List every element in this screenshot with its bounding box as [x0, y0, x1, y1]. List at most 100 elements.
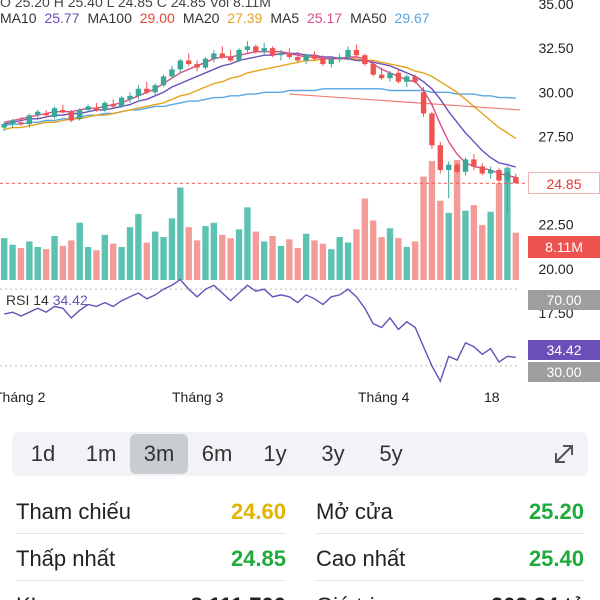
candle-body — [186, 60, 192, 65]
volume-bar — [193, 240, 201, 280]
reference-price-value: 24.60 — [230, 499, 286, 524]
timeframe-tabs: 1d 1m 3m 6m 1y 3y 5y — [12, 432, 588, 476]
candle-body — [9, 120, 16, 125]
ma-label: MA10 — [0, 10, 41, 26]
candle-body — [135, 88, 142, 96]
volume-bar — [294, 248, 301, 280]
volume-bar — [126, 227, 134, 280]
volume-bar — [386, 228, 394, 280]
candle-body — [68, 111, 74, 121]
candle-body — [26, 115, 33, 125]
volume-bar — [445, 212, 452, 280]
rsi-70-tag: 70.00 — [528, 290, 600, 310]
candle-body — [118, 97, 125, 107]
price-tick-label: 27.50 — [538, 128, 573, 144]
candle-body — [219, 53, 225, 57]
candle-body — [110, 104, 116, 107]
x-label-18: 18 — [484, 389, 500, 405]
rsi-current-tag: 34.42 — [528, 340, 600, 360]
tab-3y[interactable]: 3y — [321, 441, 345, 466]
candle-body — [487, 169, 494, 174]
candle-body — [211, 53, 217, 59]
candle-body — [35, 111, 41, 116]
candle-body — [303, 55, 309, 61]
candle-body — [311, 55, 318, 59]
tab-3m[interactable]: 3m — [130, 434, 188, 474]
volume-bar — [118, 246, 125, 280]
volume-bar — [42, 249, 50, 280]
candle-body — [295, 56, 301, 61]
ma-value: 29.00 — [139, 10, 175, 26]
candle-body — [1, 124, 7, 128]
volume-bar — [470, 205, 478, 280]
ma-values-row: MA10 25.77 MA100 29.00 MA20 27.39 MA5 25.17… — [0, 10, 520, 26]
ma50-line — [4, 88, 516, 127]
volume-bar — [160, 237, 167, 280]
candle-body — [93, 108, 100, 110]
volume-bar — [370, 220, 377, 280]
ma-label: MA100 — [87, 10, 136, 26]
volume-bar — [93, 250, 100, 280]
volume-bar — [210, 222, 218, 280]
ma-label: MA20 — [182, 10, 224, 26]
high-price-label: Cao nhất — [316, 546, 406, 571]
ma-label: MA5 — [270, 10, 304, 26]
ohlcv-line: O 25.20 H 25.40 L 24.85 C 24.85 Vol 8.11… — [0, 0, 271, 10]
candle-body — [278, 53, 284, 56]
value-value: 203.34 tỷ — [444, 582, 584, 600]
candle-body — [127, 95, 133, 100]
reference-price-label: Tham chiếu — [16, 499, 131, 524]
volume-bar — [378, 237, 385, 280]
tab-5y[interactable]: 5y — [379, 441, 403, 466]
volume-bar — [202, 226, 209, 280]
candle-body — [462, 159, 469, 172]
current-price-tag: 24.85 — [528, 172, 600, 194]
candle-body — [160, 76, 167, 86]
expand-icon[interactable] — [550, 440, 578, 468]
ma-label: MA50 — [350, 10, 391, 26]
candle-body — [60, 109, 66, 112]
volume-bar — [311, 240, 318, 280]
candle-body — [412, 76, 418, 82]
tab-1y[interactable]: 1y — [263, 441, 287, 466]
stats-row-2: Thấp nhất 24.85 Cao nhất 25.40 — [0, 535, 600, 583]
ma-legend: O 25.20 H 25.40 L 24.85 C 24.85 Vol 8.11… — [0, 0, 520, 26]
ma20-line — [4, 58, 517, 139]
tab-1d[interactable]: 1d — [30, 441, 56, 466]
divider — [316, 533, 584, 534]
ma-legend-item: MA100 29.00 — [88, 10, 179, 26]
volume-bar — [1, 238, 8, 280]
volume-bar — [59, 245, 67, 280]
divider — [16, 580, 286, 581]
rsi-value: 34.42 — [52, 292, 88, 308]
open-price-label: Mở cửa — [316, 499, 393, 524]
tab-6m[interactable]: 6m — [201, 441, 233, 466]
candle-body — [177, 60, 184, 70]
candle-body — [152, 85, 158, 93]
price-chart[interactable]: 35.0032.5030.0027.5025.0022.5020.0017.50… — [0, 0, 600, 415]
candle-body — [261, 48, 267, 52]
candle-body — [76, 109, 83, 119]
volume-bar — [252, 231, 259, 280]
volume-bar — [34, 246, 41, 280]
volume-bar — [420, 176, 427, 280]
volume-bar — [344, 242, 352, 280]
volume-bar — [235, 229, 243, 280]
ma-legend-item: MA10 25.77 — [0, 10, 84, 26]
candle-body — [336, 56, 343, 59]
ma10-line — [4, 52, 516, 168]
candle-body — [504, 171, 511, 181]
x-label-mar: Tháng 3 — [172, 389, 224, 405]
candle-body — [269, 48, 276, 56]
volume-bar — [319, 243, 327, 280]
x-label-feb: Tháng 2 — [0, 389, 46, 405]
volume-bar — [328, 249, 335, 280]
volume-bar — [277, 245, 285, 280]
price-tick-label: 22.50 — [538, 217, 573, 233]
candle-body — [328, 58, 334, 65]
tab-1m[interactable]: 1m — [85, 441, 117, 466]
candle-body — [169, 69, 175, 77]
candle-body — [362, 55, 368, 65]
volume-bar — [9, 244, 16, 280]
